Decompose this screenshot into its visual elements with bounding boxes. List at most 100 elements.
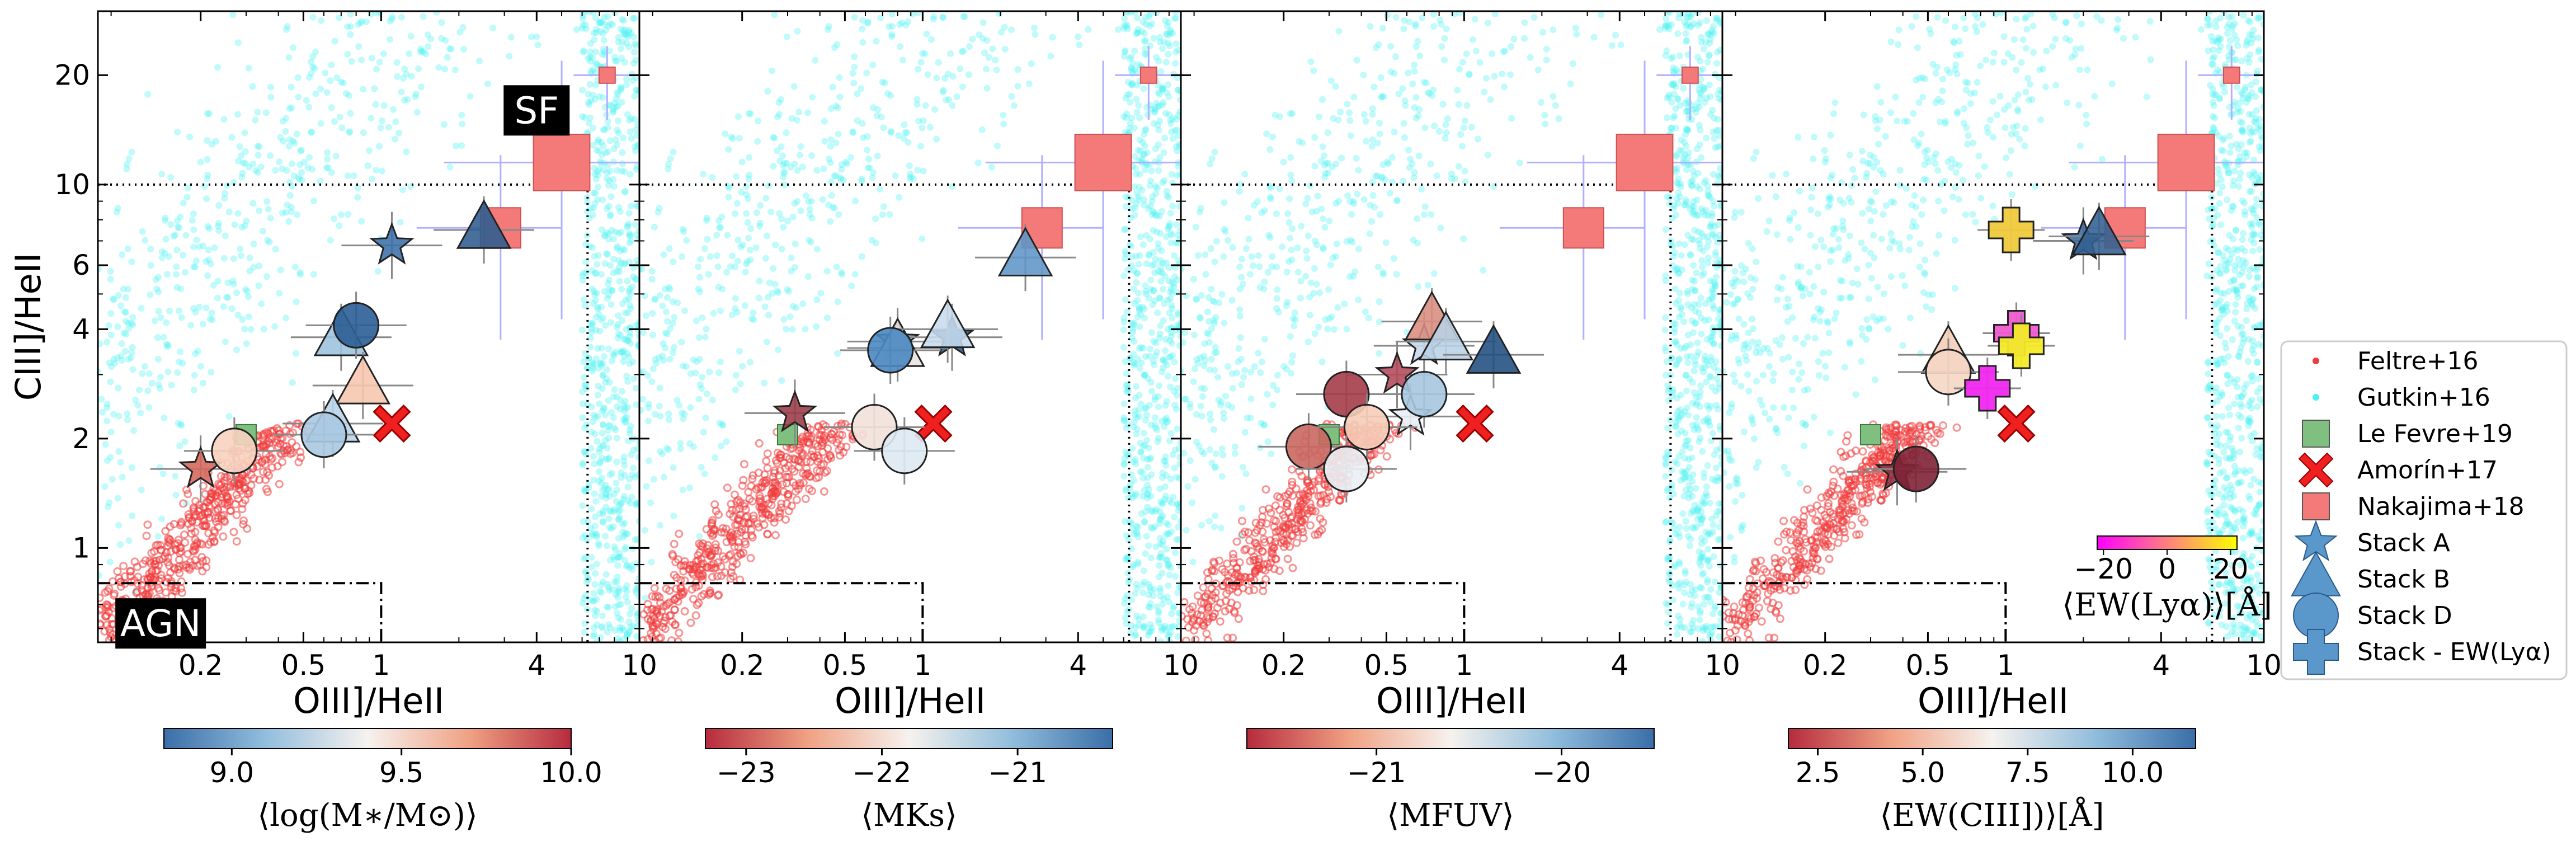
gutkin-point — [635, 322, 639, 329]
feltre-point — [728, 505, 737, 514]
gutkin-point — [601, 533, 609, 540]
gutkin-point — [615, 264, 623, 271]
gutkin-point — [1703, 358, 1710, 365]
gutkin-point — [624, 483, 632, 491]
gutkin-point — [618, 285, 625, 293]
gutkin-point — [1694, 515, 1701, 523]
gutkin-point — [1709, 106, 1716, 114]
gutkin-point — [332, 152, 340, 159]
gutkin-point — [1127, 120, 1134, 127]
gutkin-point — [619, 16, 626, 23]
gutkin-point — [595, 540, 602, 547]
feltre-point — [653, 607, 662, 616]
gutkin-point — [796, 152, 803, 159]
gutkin-point — [1128, 81, 1135, 88]
gutkin-point — [1287, 110, 1294, 117]
gutkin-point — [1334, 304, 1341, 311]
gutkin-point — [1700, 368, 1707, 375]
gutkin-point — [1697, 245, 1704, 252]
gutkin-point — [1160, 317, 1167, 324]
gutkin-point — [1120, 459, 1128, 467]
gutkin-point — [624, 404, 632, 411]
gutkin-point — [630, 60, 637, 67]
gutkin-point — [900, 57, 907, 64]
gutkin-point — [656, 402, 663, 410]
gutkin-point — [230, 255, 237, 262]
gutkin-point — [953, 93, 960, 100]
feltre-point — [177, 518, 186, 527]
gutkin-point — [587, 320, 594, 327]
gutkin-point — [242, 148, 249, 155]
stack-b-point — [920, 298, 976, 349]
gutkin-point — [930, 13, 938, 20]
gutkin-point — [1138, 344, 1145, 351]
gutkin-point — [723, 269, 730, 276]
gutkin-point — [1324, 326, 1331, 333]
gutkin-point — [1245, 214, 1252, 222]
gutkin-point — [1160, 537, 1167, 544]
gutkin-point — [1674, 581, 1682, 588]
gutkin-point — [1378, 93, 1385, 101]
gutkin-point — [1124, 570, 1132, 577]
gutkin-point — [611, 491, 618, 497]
gutkin-point — [590, 476, 597, 483]
gutkin-point — [1674, 30, 1682, 37]
gutkin-point — [616, 397, 624, 404]
gutkin-point — [154, 356, 162, 363]
gutkin-point — [1123, 382, 1130, 389]
gutkin-point — [123, 309, 130, 316]
gutkin-point — [612, 426, 619, 434]
gutkin-point — [1459, 143, 1466, 150]
gutkin-point — [1219, 452, 1227, 459]
gutkin-point — [604, 486, 611, 493]
gutkin-point — [788, 115, 795, 122]
gutkin-point — [1161, 300, 1167, 307]
feltre-point — [733, 515, 742, 524]
gutkin-point — [1365, 314, 1372, 322]
feltre-point — [710, 547, 719, 556]
gutkin-point — [312, 90, 319, 97]
gutkin-point — [1201, 340, 1208, 347]
gutkin-point — [1205, 331, 1212, 338]
gutkin-point — [459, 24, 467, 31]
gutkin-point — [459, 120, 466, 128]
gutkin-point — [1175, 257, 1181, 264]
gutkin-point — [1715, 172, 1722, 179]
gutkin-point — [1159, 85, 1166, 92]
feltre-point — [771, 456, 780, 465]
gutkin-point — [789, 303, 797, 310]
gutkin-point — [1183, 396, 1190, 403]
gutkin-point — [599, 385, 606, 392]
feltre-point — [263, 487, 272, 496]
gutkin-point — [1164, 556, 1171, 563]
gutkin-point — [1195, 443, 1203, 450]
gutkin-point — [888, 128, 894, 135]
feltre-point — [763, 464, 772, 473]
gutkin-point — [1689, 177, 1696, 185]
gutkin-point — [1133, 530, 1141, 537]
gutkin-point — [192, 350, 199, 358]
gutkin-point — [1175, 445, 1181, 452]
gutkin-point — [1123, 425, 1130, 431]
gutkin-point — [1325, 170, 1332, 177]
gutkin-point — [615, 204, 622, 211]
gutkin-point — [1153, 11, 1160, 16]
gutkin-point — [615, 614, 622, 622]
gutkin-point — [1688, 11, 1696, 17]
gutkin-point — [1177, 88, 1181, 95]
gutkin-point — [659, 450, 666, 457]
gutkin-point — [1142, 416, 1149, 424]
gutkin-point — [1699, 624, 1707, 631]
gutkin-point — [157, 314, 164, 321]
gutkin-point — [1664, 95, 1671, 102]
stack-d-point — [333, 302, 380, 349]
gutkin-point — [107, 267, 114, 275]
gutkin-point — [625, 26, 633, 34]
gutkin-point — [604, 124, 611, 131]
gutkin-point — [1147, 421, 1155, 429]
gutkin-point — [1430, 11, 1437, 18]
gutkin-point — [1137, 448, 1145, 455]
gutkin-point — [1712, 623, 1720, 630]
gutkin-point — [1176, 474, 1181, 482]
gutkin-point — [859, 25, 866, 32]
